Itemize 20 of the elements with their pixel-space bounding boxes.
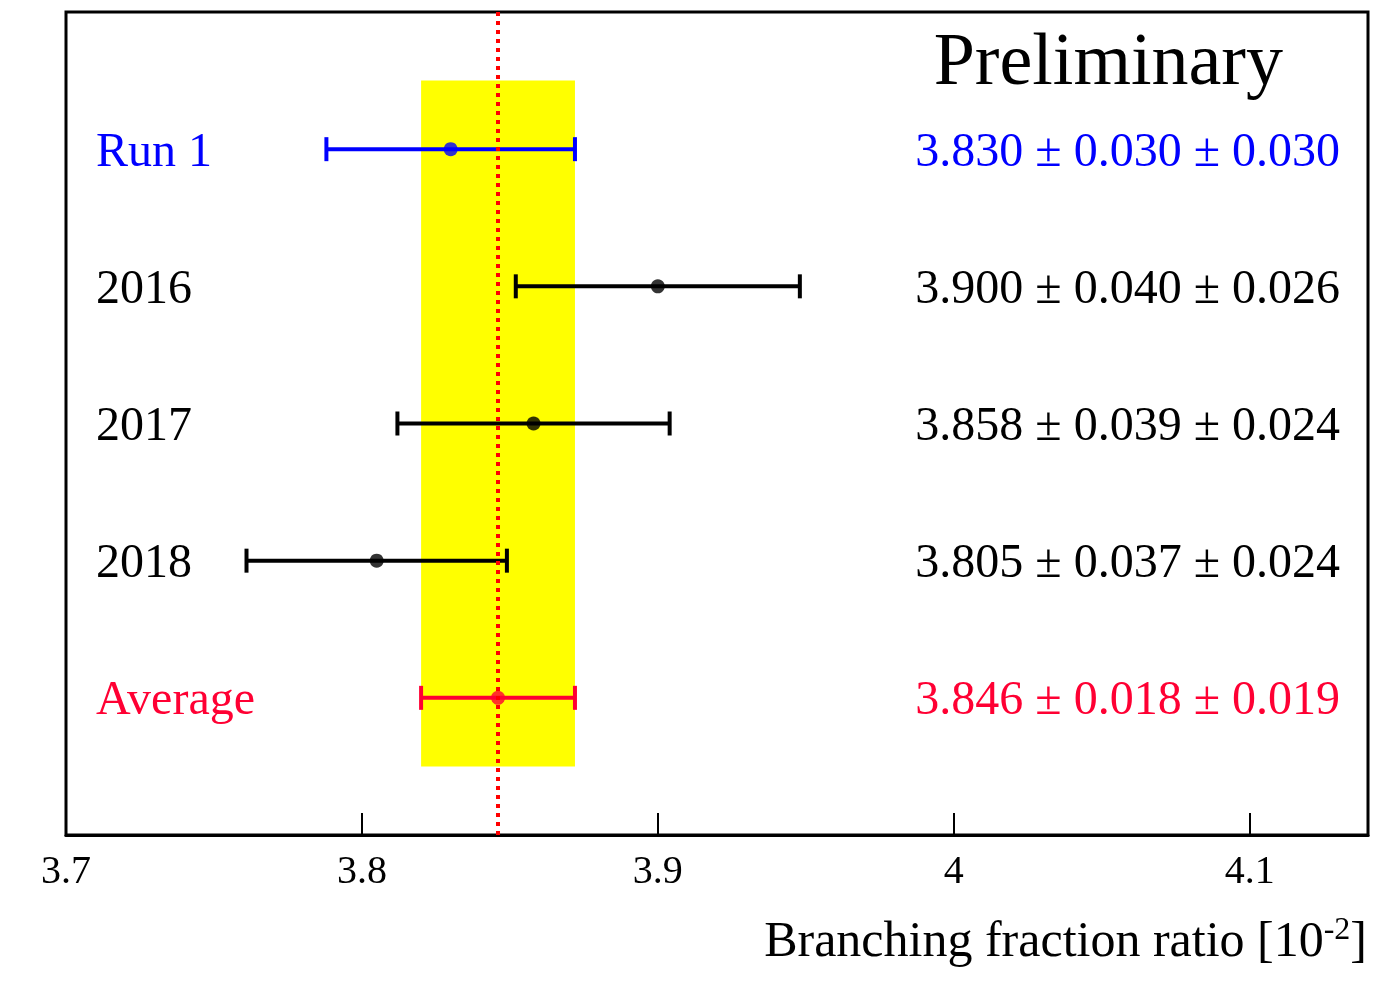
y-tick-label: Run 1 xyxy=(96,122,213,176)
x-tick-label: 3.8 xyxy=(336,846,387,892)
annotation: 3.830 ± 0.030 ± 0.030 xyxy=(915,122,1340,176)
x-tick-label: 4 xyxy=(943,846,964,892)
x-tick-label: 3.9 xyxy=(632,846,683,892)
annotation: 3.858 ± 0.039 ± 0.024 xyxy=(915,397,1340,450)
point xyxy=(369,553,384,568)
x-tick-label: 4.1 xyxy=(1224,846,1275,892)
annotation: Preliminary xyxy=(933,18,1284,100)
y-tick-label: 2017 xyxy=(96,397,192,450)
point xyxy=(443,142,458,157)
y-tick-label: Average xyxy=(96,671,255,725)
point xyxy=(650,279,665,294)
annotation: 3.846 ± 0.018 ± 0.019 xyxy=(915,671,1340,725)
point xyxy=(526,416,541,431)
y-tick-label: 2016 xyxy=(96,259,192,313)
y-tick-label: 2018 xyxy=(96,534,192,588)
x-tick-label: 3.7 xyxy=(41,846,91,892)
annotation: 3.805 ± 0.037 ± 0.024 xyxy=(915,534,1340,588)
annotation: 3.900 ± 0.040 ± 0.026 xyxy=(915,259,1340,313)
